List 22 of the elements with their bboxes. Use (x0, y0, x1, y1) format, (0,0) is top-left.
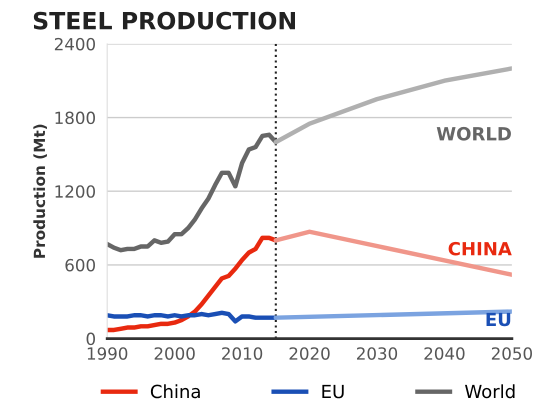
x-tick-label: 2000 (154, 347, 195, 360)
annotation: EU (486, 312, 510, 326)
line-series (274, 66, 512, 144)
legend-label: China (150, 384, 200, 398)
y-tick-label: 2400 (54, 38, 95, 50)
x-tick-label: 2030 (357, 347, 398, 360)
annotation: CHINA (448, 242, 512, 256)
y-tick-label: 1800 (56, 112, 95, 124)
y-tick-label: 1200 (56, 185, 95, 198)
y-tick-label: 600 (65, 258, 95, 272)
x-tick-label: 2010 (222, 347, 262, 360)
line-series (107, 132, 278, 252)
legend-label: EU (322, 384, 344, 398)
x-tick-label: 2040 (424, 347, 465, 360)
legend-label: World (465, 384, 515, 398)
x-tick-label: 2020 (290, 347, 330, 360)
y-tick-label: 0 (86, 332, 95, 346)
x-tick-label: 1990 (88, 347, 128, 360)
y-axis-title: Production (Mt) (33, 124, 47, 258)
chart-title: STEEL PRODUCTION (34, 12, 296, 30)
annotation: WORLD (436, 126, 511, 141)
x-tick-label: 2050 (492, 347, 532, 360)
